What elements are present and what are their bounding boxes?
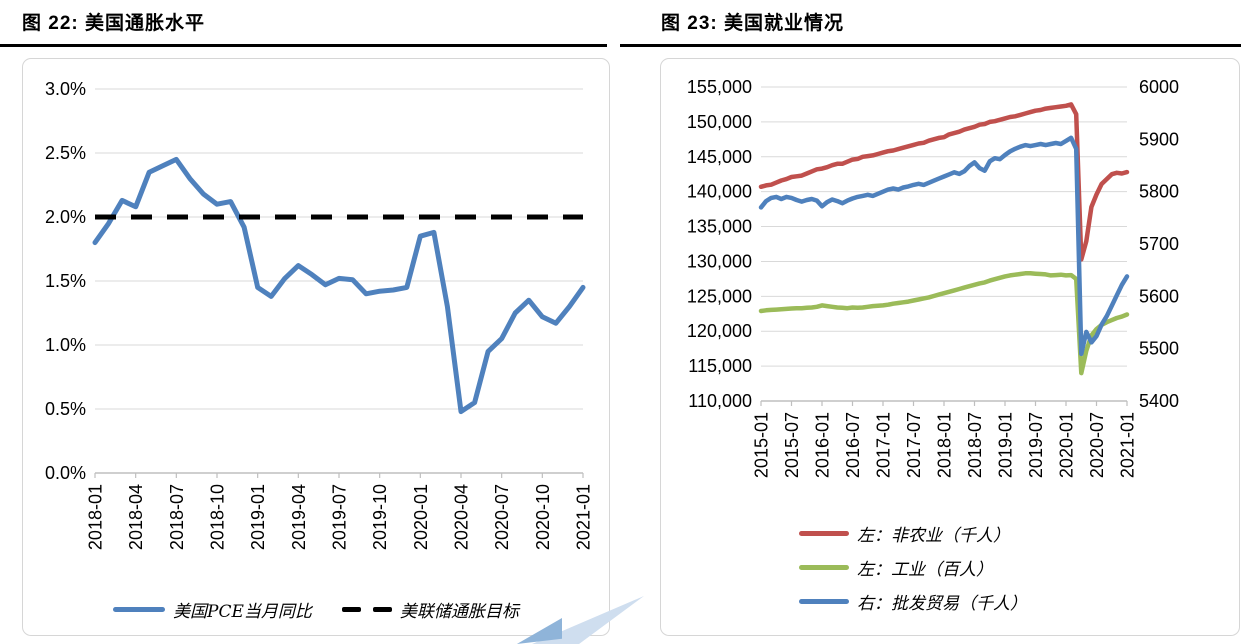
inflation-chart-svg: 3.0%2.5%2.0%1.5%1.0%0.5%0.0%2018-01 2018-… xyxy=(45,79,594,550)
employment-chart-svg: 155,000 150,000 145,000 140,000 135,000 130,0… xyxy=(687,77,1179,478)
svg-text:2021-01: 2021-01 xyxy=(1117,412,1137,478)
legend-item-industry: 左：工业（百人） xyxy=(799,555,993,580)
legend-item-pce: 美国PCE当月同比 xyxy=(113,597,312,622)
svg-text:2019-10: 2019-10 xyxy=(370,484,390,550)
y-axis-left-labels: 3.0% 2.5% 2.0% 1.5% 1.0% 0.5% 0.0% xyxy=(45,79,86,483)
figure-22-title-rule xyxy=(0,44,607,47)
svg-text:2017-07: 2017-07 xyxy=(904,412,924,478)
svg-text:5400: 5400 xyxy=(1139,391,1179,411)
svg-text:2021-01: 2021-01 xyxy=(573,484,593,550)
dash-segment xyxy=(341,607,361,612)
svg-text:2.5%: 2.5% xyxy=(45,143,86,163)
series-line-2 xyxy=(758,135,1130,357)
legend-item-nonfarm: 左：非农业（千人） xyxy=(799,521,1010,546)
series-line-1 xyxy=(758,271,1130,376)
svg-text:2018-01: 2018-01 xyxy=(934,412,954,478)
legend-item-fed-target: 美联储通胀目标 xyxy=(341,597,519,622)
fed-target-legend-label: 美联储通胀目标 xyxy=(399,602,519,622)
svg-text:2019-04: 2019-04 xyxy=(289,484,309,550)
svg-text:2017-01: 2017-01 xyxy=(873,412,893,478)
svg-text:2.0%: 2.0% xyxy=(45,207,86,227)
svg-text:145,000: 145,000 xyxy=(687,147,752,167)
svg-text:2019-07: 2019-07 xyxy=(1026,412,1046,478)
series-lines xyxy=(92,156,586,415)
svg-text:2016-07: 2016-07 xyxy=(843,412,863,478)
wholesale-line-swatch xyxy=(799,599,849,604)
svg-text:5900: 5900 xyxy=(1139,129,1179,149)
svg-text:110,000: 110,000 xyxy=(688,391,752,411)
svg-text:2020-07: 2020-07 xyxy=(492,484,512,550)
svg-text:5800: 5800 xyxy=(1139,182,1179,202)
svg-text:1.5%: 1.5% xyxy=(45,271,86,291)
y-axis-left-labels: 155,000 150,000 145,000 140,000 135,000 130,0… xyxy=(687,77,752,411)
legend-item-wholesale: 右：批发贸易（千人） xyxy=(799,589,1027,614)
svg-text:125,000: 125,000 xyxy=(687,286,752,306)
svg-text:2019-01: 2019-01 xyxy=(248,484,268,550)
svg-text:155,000: 155,000 xyxy=(687,77,752,97)
inflation-chart-legend: 美国PCE当月同比 美联储通胀目标 xyxy=(23,597,609,622)
svg-text:2015-01: 2015-01 xyxy=(751,412,771,478)
series-line-0 xyxy=(92,156,586,415)
svg-text:2018-07: 2018-07 xyxy=(965,412,985,478)
svg-text:5500: 5500 xyxy=(1139,339,1179,359)
employment-chart-legend: 左：非农业（千人） 左：工业（百人） 右：批发贸易（千人） xyxy=(799,521,1027,614)
inflation-chart-panel: 3.0% 2.5% 2.0% 1.5% 1.0% 0.5% 0.0% 2018-01 2018-… xyxy=(22,58,610,636)
figure-22-title: 图 22: 美国通胀水平 xyxy=(22,13,206,34)
svg-text:6000: 6000 xyxy=(1139,77,1179,97)
industry-legend-label: 左：工业（百人） xyxy=(857,560,993,580)
svg-text:0.0%: 0.0% xyxy=(45,463,86,483)
svg-text:2020-01: 2020-01 xyxy=(1056,412,1076,478)
svg-text:2020-01: 2020-01 xyxy=(411,484,431,550)
svg-text:2020-04: 2020-04 xyxy=(451,484,471,550)
svg-text:2018-07: 2018-07 xyxy=(167,484,187,550)
svg-text:5700: 5700 xyxy=(1139,234,1179,254)
svg-text:2018-01: 2018-01 xyxy=(85,484,105,550)
svg-text:130,000: 130,000 xyxy=(687,251,752,271)
series-line-0 xyxy=(758,102,1130,262)
nonfarm-line-swatch xyxy=(799,531,849,536)
figure-23-title-rule xyxy=(620,44,1241,47)
svg-text:2019-01: 2019-01 xyxy=(995,412,1015,478)
employment-chart-panel: 155,000 150,000 145,000 140,000 135,000 130,0… xyxy=(660,58,1240,636)
gridlines xyxy=(761,86,1127,402)
svg-text:140,000: 140,000 xyxy=(687,182,752,202)
svg-text:150,000: 150,000 xyxy=(687,112,752,132)
x-axis: 2018-01 2018-04 2018-07 2018-10 2019-01 2019-… xyxy=(85,473,593,550)
svg-text:120,000: 120,000 xyxy=(687,321,752,341)
fed-target-dash-swatch xyxy=(341,607,392,612)
dash-segment xyxy=(372,607,392,612)
pce-legend-label: 美国PCE当月同比 xyxy=(173,602,312,622)
industry-line-swatch xyxy=(799,565,849,570)
svg-text:0.5%: 0.5% xyxy=(45,399,86,419)
svg-text:2016-01: 2016-01 xyxy=(812,412,832,478)
svg-text:2019-07: 2019-07 xyxy=(329,484,349,550)
nonfarm-legend-label: 左：非农业（千人） xyxy=(857,526,1010,546)
svg-text:2018-10: 2018-10 xyxy=(207,484,227,550)
series-lines xyxy=(758,102,1130,376)
y-axis-right-labels: 6000 5900 5800 5700 5600 5500 5400 xyxy=(1139,77,1179,411)
pce-line-swatch xyxy=(113,607,166,612)
x-axis: 2015-01 2015-07 2016-01 2016-07 2017-01 2017-… xyxy=(751,401,1137,478)
svg-text:2020-10: 2020-10 xyxy=(533,484,553,550)
svg-text:2018-04: 2018-04 xyxy=(126,484,146,550)
svg-text:2020-07: 2020-07 xyxy=(1087,412,1107,478)
wholesale-legend-label: 右：批发贸易（千人） xyxy=(857,594,1027,614)
svg-text:2015-07: 2015-07 xyxy=(782,412,802,478)
svg-text:3.0%: 3.0% xyxy=(45,79,86,99)
svg-text:135,000: 135,000 xyxy=(687,217,752,237)
svg-text:1.0%: 1.0% xyxy=(45,335,86,355)
svg-text:115,000: 115,000 xyxy=(688,356,752,376)
figure-23-title: 图 23: 美国就业情况 xyxy=(661,13,845,34)
svg-text:5600: 5600 xyxy=(1139,286,1179,306)
